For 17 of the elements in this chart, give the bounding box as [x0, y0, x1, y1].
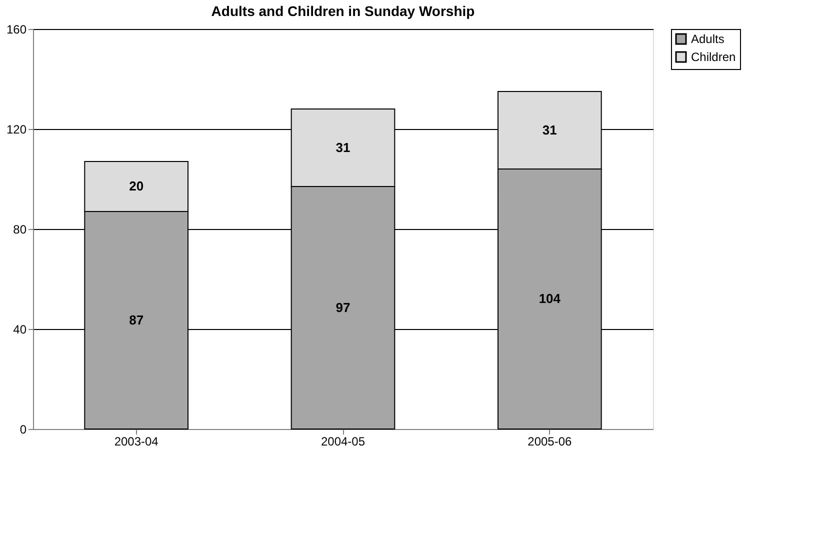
data-label: 104: [538, 291, 562, 306]
data-label: 87: [129, 312, 144, 328]
data-label: 31: [336, 140, 350, 155]
data-label: 31: [542, 122, 557, 138]
data-label: 20: [129, 178, 144, 194]
y-tick-label: 80: [13, 222, 27, 236]
x-tick-label: 2005-06: [528, 434, 572, 448]
y-tick-label: 0: [20, 422, 27, 436]
chart-title: Adults and Children in Sunday Worship: [211, 3, 475, 19]
data-label: 97: [336, 300, 350, 315]
y-tick-label: 160: [6, 22, 27, 36]
x-tick-label: 2003-04: [114, 434, 159, 448]
y-tick-label: 40: [13, 322, 27, 336]
legend-label: Adults: [691, 32, 724, 46]
y-tick-label: 120: [6, 122, 27, 136]
x-tick-label: 2004-05: [320, 434, 366, 448]
legend-label: Children: [691, 50, 736, 64]
